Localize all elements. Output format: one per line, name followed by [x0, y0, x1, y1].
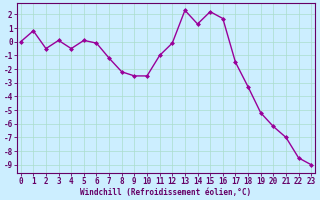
X-axis label: Windchill (Refroidissement éolien,°C): Windchill (Refroidissement éolien,°C): [80, 188, 252, 197]
